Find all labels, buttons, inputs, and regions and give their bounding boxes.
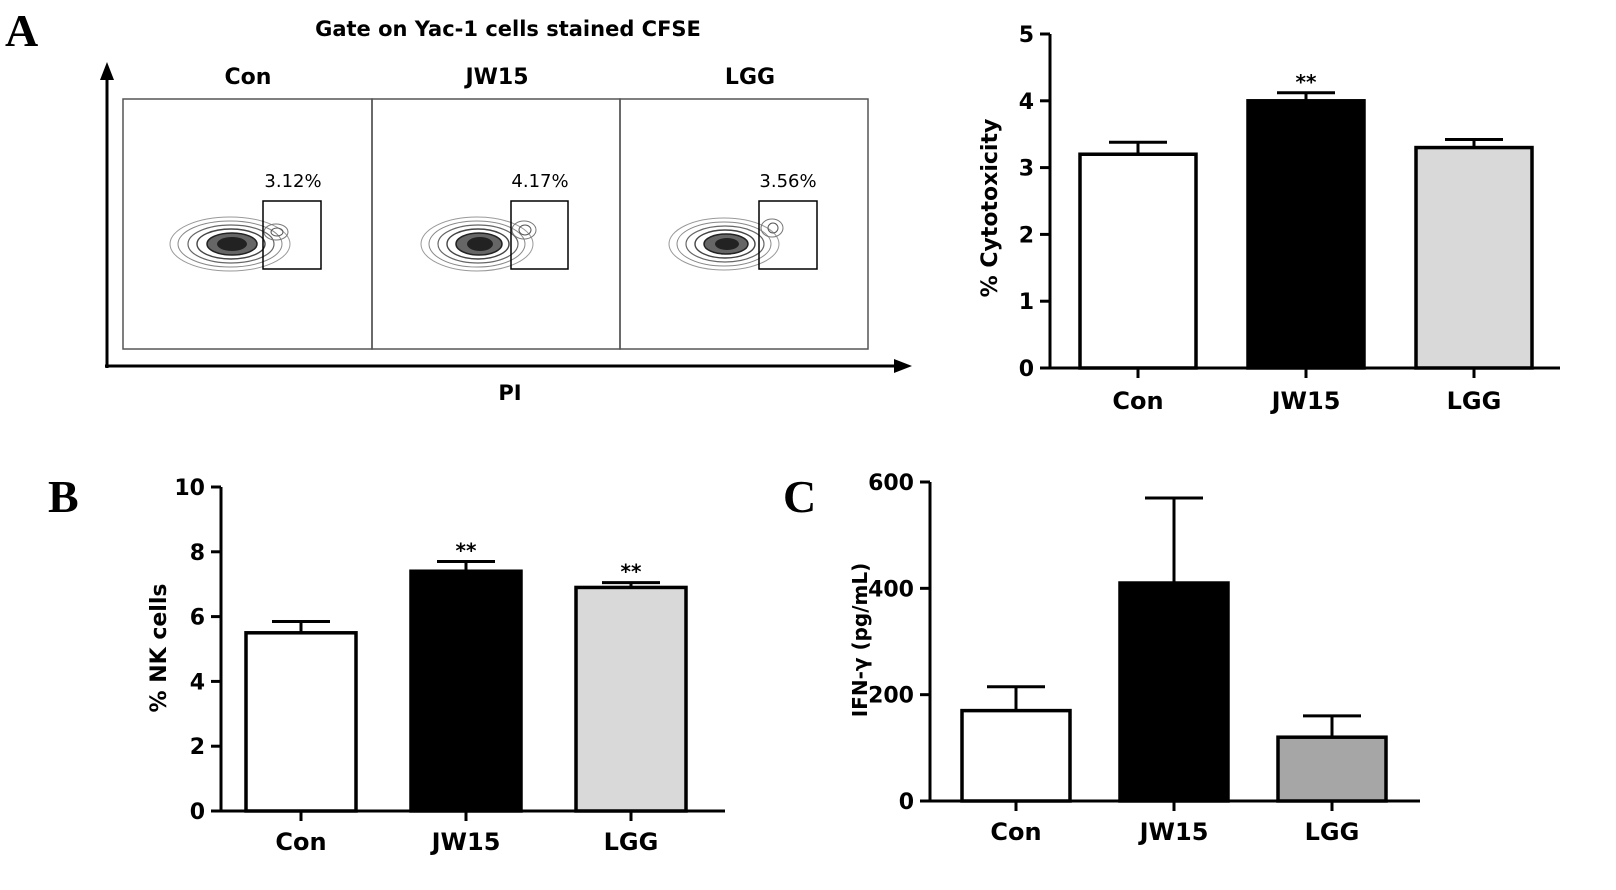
y-axis-label-ifn-gamma: IFN-γ (pg/mL) (848, 563, 872, 718)
significance-mark-nk-cells-jw15: ** (456, 539, 477, 563)
flow-gate-percent-jw15: 4.17% (511, 171, 568, 192)
bar-nk-cells-lgg (574, 585, 688, 813)
y-tick-label-cytotoxicity: 1 (1019, 290, 1034, 315)
flow-title: Gate on Yac-1 cells stained CFSE (315, 17, 701, 41)
flow-plot-frame-lgg (619, 98, 869, 350)
y-tick-label-nk-cells: 0 (190, 800, 205, 825)
flow-x-label: PI (498, 381, 521, 405)
flow-x-axis-arrowhead (894, 359, 912, 373)
x-tick-label-ifn-gamma-lgg: LGG (1305, 818, 1360, 846)
flow-plot-frame-con (122, 98, 373, 350)
y-tick-label-cytotoxicity: 0 (1019, 357, 1034, 382)
x-tick-label-nk-cells-jw15: JW15 (430, 828, 501, 856)
bar-cytotoxicity-jw15 (1246, 99, 1366, 370)
flow-contour-lgg (668, 200, 818, 271)
y-tick-label-nk-cells: 8 (190, 541, 205, 566)
bar-chart-nk-cells: 0 2 4 6 8 10 % NK cells Con JW15 ** LGG ** (147, 476, 725, 856)
y-axis-label-nk-cells: % NK cells (147, 584, 172, 713)
x-tick-label-cytotoxicity-jw15: JW15 (1270, 387, 1341, 415)
bar-cytotoxicity-lgg (1414, 145, 1534, 370)
panel-label-c: C (783, 471, 816, 522)
x-tick-label-cytotoxicity-lgg: LGG (1447, 387, 1502, 415)
x-tick-label-ifn-gamma-con: Con (990, 818, 1041, 846)
y-tick-label-nk-cells: 2 (190, 735, 205, 760)
y-tick-label-nk-cells: 4 (190, 670, 205, 695)
flow-cytometry-panel: Gate on Yac-1 cells stained CFSE Con JW1… (100, 17, 912, 405)
bar-cytotoxicity-con (1078, 152, 1198, 370)
y-tick-label-ifn-gamma: 600 (868, 471, 914, 496)
flow-plot-frame-jw15 (371, 98, 621, 350)
y-tick-label-cytotoxicity: 2 (1019, 223, 1034, 248)
significance-mark-cytotoxicity-jw15: ** (1296, 70, 1317, 94)
panel-label-a: A (5, 5, 38, 56)
panel-label-b: B (48, 471, 79, 522)
x-tick-label-nk-cells-con: Con (275, 828, 326, 856)
y-tick-label-ifn-gamma: 0 (899, 790, 914, 815)
y-tick-label-cytotoxicity: 4 (1019, 90, 1034, 115)
bar-chart-ifn-gamma: 0 200 400 600 IFN-γ (pg/mL) Con JW15 LGG (848, 471, 1420, 846)
bar-nk-cells-con (244, 631, 358, 813)
flow-gate-jw15 (510, 200, 569, 270)
bar-chart-cytotoxicity: 0 1 2 3 4 5 % Cytotoxicity Con JW15 ** LGG (978, 23, 1560, 415)
y-tick-label-ifn-gamma: 400 (868, 577, 914, 602)
flow-contour-con (169, 200, 322, 272)
significance-mark-nk-cells-lgg: ** (621, 560, 642, 584)
flow-y-axis-arrowhead (100, 62, 114, 80)
y-tick-label-cytotoxicity: 5 (1019, 23, 1034, 48)
y-tick-label-cytotoxicity: 3 (1019, 157, 1034, 182)
flow-gate-percent-lgg: 3.56% (759, 171, 816, 192)
flow-panel-title-jw15: JW15 (463, 65, 528, 90)
y-tick-label-nk-cells: 10 (174, 476, 205, 501)
flow-panel-title-lgg: LGG (725, 65, 775, 90)
x-tick-label-nk-cells-lgg: LGG (604, 828, 659, 856)
y-tick-label-ifn-gamma: 200 (868, 684, 914, 709)
bar-ifn-gamma-lgg (1276, 735, 1388, 803)
flow-contour-jw15 (420, 200, 569, 272)
x-tick-label-cytotoxicity-con: Con (1112, 387, 1163, 415)
flow-gate-lgg (758, 200, 818, 270)
bar-ifn-gamma-jw15 (1118, 581, 1230, 803)
bar-ifn-gamma-con (960, 708, 1072, 803)
flow-gate-con (262, 200, 322, 270)
flow-gate-percent-con: 3.12% (264, 171, 321, 192)
y-axis-label-cytotoxicity: % Cytotoxicity (978, 119, 1003, 298)
x-tick-label-ifn-gamma-jw15: JW15 (1138, 818, 1209, 846)
y-tick-label-nk-cells: 6 (190, 606, 205, 631)
bar-nk-cells-jw15 (409, 569, 523, 813)
flow-panel-title-con: Con (225, 65, 272, 90)
